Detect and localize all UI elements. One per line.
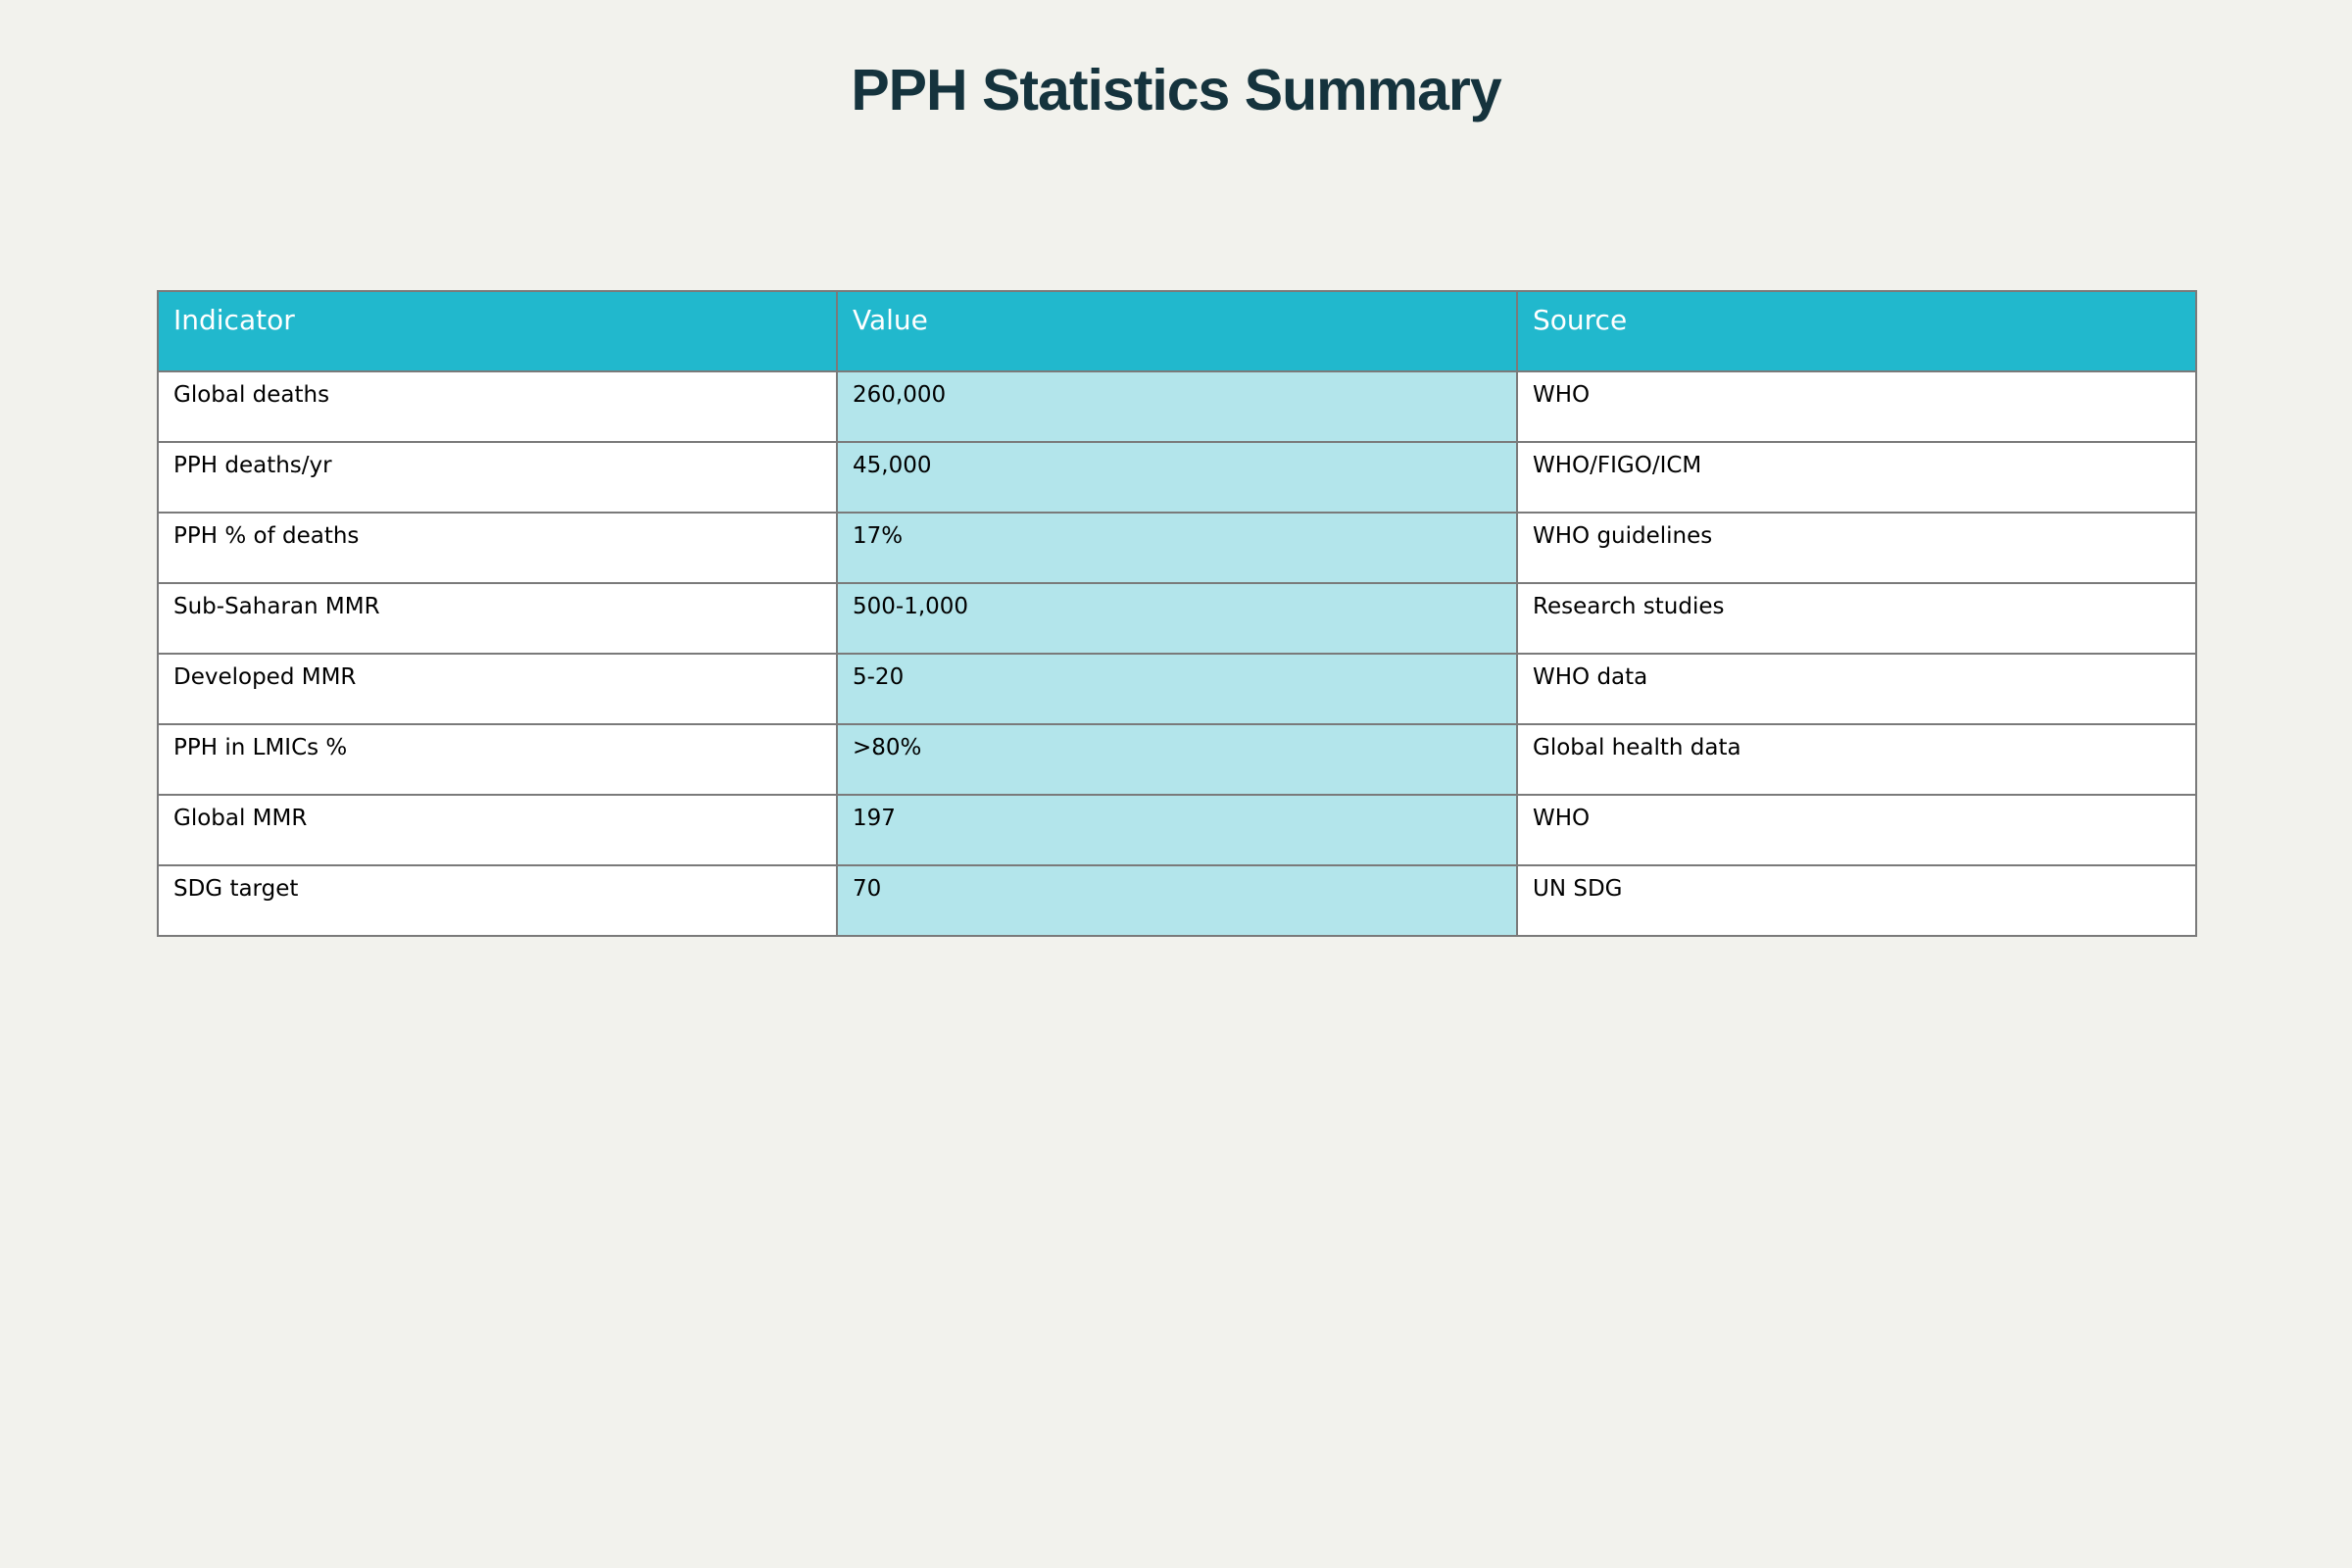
- source-cell: WHO data: [1516, 653, 2197, 725]
- source-cell: WHO/FIGO/ICM: [1516, 441, 2197, 514]
- indicator-cell: Developed MMR: [157, 653, 838, 725]
- indicator-cell: PPH in LMICs %: [157, 723, 838, 796]
- table-row: Global deaths 260,000 WHO: [157, 370, 2197, 443]
- table-row: PPH deaths/yr 45,000 WHO/FIGO/ICM: [157, 441, 2197, 514]
- indicator-cell: Global deaths: [157, 370, 838, 443]
- table-row: Global MMR 197 WHO: [157, 794, 2197, 866]
- indicator-cell: SDG target: [157, 864, 838, 937]
- table-row: SDG target 70 UN SDG: [157, 864, 2197, 937]
- value-cell: 45,000: [836, 441, 1518, 514]
- value-cell: 500-1,000: [836, 582, 1518, 655]
- source-cell: Research studies: [1516, 582, 2197, 655]
- source-cell: WHO: [1516, 794, 2197, 866]
- header-row: Indicator Value Source: [157, 290, 2197, 372]
- indicator-cell: PPH deaths/yr: [157, 441, 838, 514]
- value-cell: 5-20: [836, 653, 1518, 725]
- source-cell: Global health data: [1516, 723, 2197, 796]
- statistics-table: Indicator Value Source Global deaths 260…: [157, 290, 2197, 937]
- indicator-cell: Sub-Saharan MMR: [157, 582, 838, 655]
- source-cell: WHO guidelines: [1516, 512, 2197, 584]
- table-header: Indicator Value Source: [157, 290, 2197, 372]
- source-cell: UN SDG: [1516, 864, 2197, 937]
- column-header-source: Source: [1516, 290, 2197, 372]
- value-cell: 197: [836, 794, 1518, 866]
- column-header-value: Value: [836, 290, 1518, 372]
- column-header-indicator: Indicator: [157, 290, 838, 372]
- value-cell: >80%: [836, 723, 1518, 796]
- source-cell: WHO: [1516, 370, 2197, 443]
- value-cell: 70: [836, 864, 1518, 937]
- value-cell: 17%: [836, 512, 1518, 584]
- table-row: Developed MMR 5-20 WHO data: [157, 653, 2197, 725]
- indicator-cell: PPH % of deaths: [157, 512, 838, 584]
- page-title: PPH Statistics Summary: [851, 58, 1501, 122]
- table-row: Sub-Saharan MMR 500-1,000 Research studi…: [157, 582, 2197, 655]
- table-row: PPH % of deaths 17% WHO guidelines: [157, 512, 2197, 584]
- table-body: Global deaths 260,000 WHO PPH deaths/yr …: [157, 370, 2197, 937]
- table-row: PPH in LMICs % >80% Global health data: [157, 723, 2197, 796]
- value-cell: 260,000: [836, 370, 1518, 443]
- indicator-cell: Global MMR: [157, 794, 838, 866]
